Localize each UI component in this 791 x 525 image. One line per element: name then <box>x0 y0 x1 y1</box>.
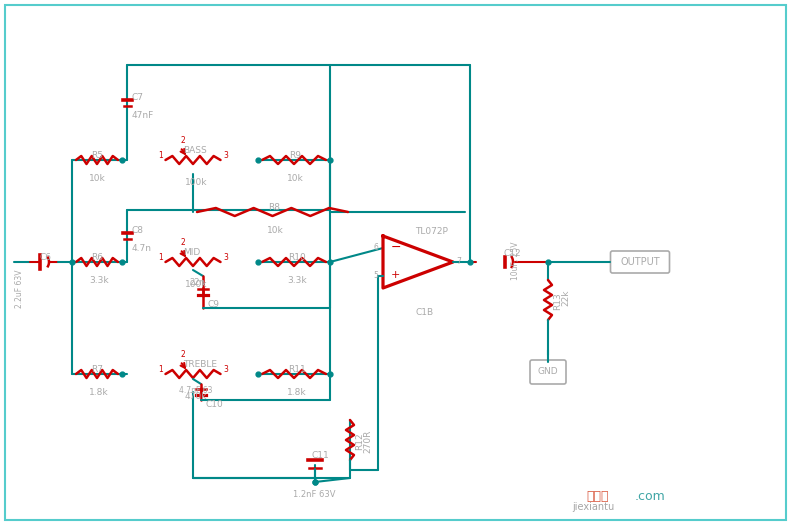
Text: R11: R11 <box>288 365 306 374</box>
Text: R12: R12 <box>355 432 364 449</box>
Text: C8: C8 <box>132 226 144 235</box>
Text: 3: 3 <box>224 365 229 374</box>
Text: R8: R8 <box>268 203 281 212</box>
Text: 4.7n: 4.7n <box>132 244 152 253</box>
Text: OUTPUT: OUTPUT <box>620 257 660 267</box>
Text: MID: MID <box>183 248 200 257</box>
Text: 270R: 270R <box>363 430 372 454</box>
Text: 6: 6 <box>373 244 378 253</box>
Text: 470k: 470k <box>185 392 207 401</box>
Text: 1: 1 <box>157 365 162 374</box>
Text: 接线图: 接线图 <box>587 490 609 503</box>
Text: 3.3k: 3.3k <box>89 276 108 285</box>
Text: R10: R10 <box>288 253 306 262</box>
Text: 5: 5 <box>373 271 378 280</box>
Text: R7: R7 <box>91 365 103 374</box>
Text: +: + <box>391 270 400 280</box>
Text: 2.2uF 63V: 2.2uF 63V <box>15 270 24 309</box>
Text: C10: C10 <box>205 400 223 409</box>
Text: 2: 2 <box>180 350 185 359</box>
Text: R5: R5 <box>91 151 103 160</box>
Text: 3: 3 <box>224 152 229 161</box>
Text: C11: C11 <box>311 451 329 460</box>
Text: −: − <box>391 240 402 254</box>
Text: 10uF, 25V: 10uF, 25V <box>511 242 520 280</box>
Text: R9: R9 <box>289 151 301 160</box>
Text: 2: 2 <box>180 136 185 145</box>
Text: 10k: 10k <box>89 174 106 183</box>
Text: 2: 2 <box>180 238 185 247</box>
Text: 3: 3 <box>224 254 229 262</box>
Text: C7: C7 <box>132 92 144 101</box>
Text: 1.8k: 1.8k <box>89 388 108 397</box>
Text: BASS: BASS <box>183 146 206 155</box>
Text: 1.8k: 1.8k <box>287 388 307 397</box>
Text: R13: R13 <box>553 292 562 310</box>
Text: 1: 1 <box>157 254 162 262</box>
FancyBboxPatch shape <box>530 360 566 384</box>
Text: 47nF: 47nF <box>132 110 154 120</box>
Text: 3.3k: 3.3k <box>287 276 307 285</box>
Text: 100k: 100k <box>185 280 207 289</box>
Text: GND: GND <box>538 368 558 376</box>
Text: .com: .com <box>634 490 665 503</box>
Text: TREBLE: TREBLE <box>183 360 217 369</box>
Text: R6: R6 <box>91 253 103 262</box>
Text: 10k: 10k <box>287 174 304 183</box>
Text: 1.2nF 63V: 1.2nF 63V <box>293 490 335 499</box>
Text: 100k: 100k <box>185 178 207 187</box>
Text: 7: 7 <box>456 257 461 267</box>
Text: TL072P: TL072P <box>415 227 448 236</box>
Text: 10k: 10k <box>267 226 283 235</box>
Text: C1B: C1B <box>415 308 433 317</box>
FancyBboxPatch shape <box>611 251 669 273</box>
Text: 1: 1 <box>157 152 162 161</box>
Text: C9: C9 <box>207 300 219 309</box>
Text: jiexiantu: jiexiantu <box>572 502 614 512</box>
Text: C12: C12 <box>503 249 520 258</box>
Text: 22k: 22k <box>561 290 570 307</box>
Text: 22n: 22n <box>189 278 205 287</box>
Text: 4.7nF 63: 4.7nF 63 <box>179 386 213 395</box>
Text: C6: C6 <box>39 253 51 262</box>
